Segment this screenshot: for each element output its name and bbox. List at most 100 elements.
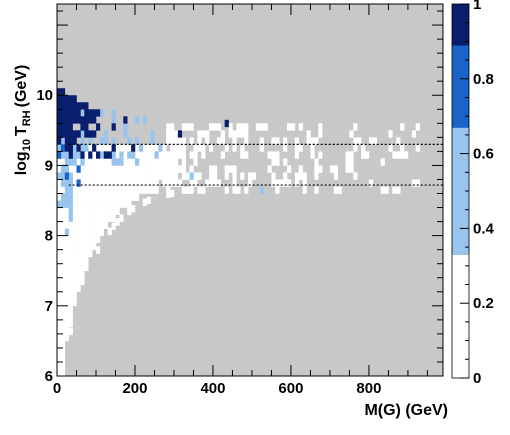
- heatmap-cell: [193, 179, 198, 187]
- heatmap-cell: [185, 186, 190, 194]
- heatmap-cell: [60, 305, 66, 314]
- heatmap-cell: [57, 368, 62, 377]
- heatmap-cell: [72, 284, 77, 293]
- heatmap-cell: [64, 326, 69, 335]
- heatmap-cell: [64, 207, 69, 215]
- heatmap-cell: [119, 186, 124, 194]
- heatmap-cell: [76, 270, 81, 279]
- heatmap-cell: [95, 151, 101, 159]
- heatmap-cell: [95, 235, 101, 243]
- heatmap-cell: [123, 186, 128, 194]
- heatmap-cell: [170, 123, 175, 131]
- heatmap-cell: [138, 165, 144, 173]
- heatmap-cell: [119, 179, 124, 187]
- heatmap-cell: [228, 130, 233, 138]
- heatmap-cell: [173, 172, 179, 180]
- heatmap-cell: [318, 165, 323, 173]
- heatmap-cell: [131, 172, 136, 180]
- heatmap-cell: [240, 144, 245, 152]
- heatmap-cell: [123, 165, 128, 173]
- heatmap-cell: [166, 165, 171, 173]
- heatmap-cell: [244, 137, 249, 145]
- heatmap-cell: [271, 158, 276, 166]
- axes: 0 200 400 600 800 6 7 8 9 10: [36, 3, 444, 397]
- heatmap-cell: [248, 172, 253, 180]
- heatmap-cell: [57, 207, 62, 215]
- heatmap-cell: [72, 221, 77, 229]
- heatmap-cell: [181, 151, 186, 159]
- heatmap-cell: [64, 214, 69, 222]
- heatmap-cell: [236, 130, 241, 138]
- heatmap-cell: [294, 144, 300, 152]
- heatmap-cell: [170, 130, 175, 138]
- heatmap-cell: [134, 165, 140, 173]
- heatmap-cell: [92, 151, 97, 159]
- heatmap-cell: [60, 200, 66, 208]
- heatmap-cell: [88, 116, 93, 124]
- colorbar-tick-label: 0.6: [473, 146, 494, 163]
- heatmap-cell: [68, 284, 73, 293]
- heatmap-cell: [209, 165, 214, 173]
- heatmap-cell: [279, 179, 284, 187]
- heatmap-cell: [57, 179, 62, 187]
- heatmap-cell: [173, 144, 179, 152]
- heatmap-cell: [57, 137, 62, 145]
- heatmap-cell: [259, 144, 264, 152]
- heatmap-cell: [80, 214, 85, 222]
- heatmap-cell: [150, 158, 155, 166]
- heatmap-cell: [72, 95, 77, 103]
- heatmap-cell: [127, 200, 132, 208]
- heatmap-cell: [72, 137, 77, 145]
- heatmap-cell: [107, 144, 112, 152]
- heatmap-cell: [368, 179, 374, 187]
- heatmap-cell: [92, 172, 97, 180]
- heatmap-cell: [72, 214, 77, 222]
- heatmap-cell: [189, 123, 194, 131]
- heatmap-cell: [57, 172, 62, 180]
- heatmap-cell: [68, 179, 73, 187]
- heatmap-cell: [115, 218, 120, 226]
- heatmap-cell: [99, 137, 105, 145]
- heatmap-cell: [170, 189, 175, 198]
- heatmap-cell: [60, 361, 66, 370]
- heatmap-cell: [64, 256, 69, 264]
- heatmap-cell: [60, 333, 66, 342]
- heatmap-cell: [60, 263, 66, 272]
- heatmap-cell: [173, 179, 179, 187]
- heatmap-cell: [95, 207, 101, 215]
- heatmap-cell: [80, 123, 85, 131]
- heatmap-cell: [333, 172, 339, 180]
- heatmap-cell: [170, 158, 175, 166]
- heatmap-cell: [287, 179, 292, 187]
- heatmap-cell: [283, 137, 288, 145]
- heatmap-cell: [267, 165, 272, 173]
- heatmap-cell: [76, 102, 81, 110]
- heatmap-cell: [68, 242, 73, 250]
- heatmap-cell: [271, 179, 276, 187]
- heatmap-cell: [60, 347, 66, 356]
- heatmap-cell: [57, 200, 62, 208]
- heatmap-cell: [60, 193, 66, 201]
- y-tick-label: 10: [36, 87, 53, 104]
- heatmap-cell: [123, 116, 128, 124]
- heatmap-cell: [209, 179, 214, 187]
- heatmap-cell: [64, 130, 69, 138]
- heatmap-cell: [259, 186, 264, 194]
- heatmap-cell: [68, 144, 73, 152]
- heatmap-cell: [80, 270, 85, 279]
- heatmap-cell: [142, 165, 147, 173]
- heatmap-cell: [80, 249, 85, 257]
- heatmap-cell: [380, 186, 385, 194]
- heatmap-cell: [142, 151, 147, 159]
- heatmap-cell: [111, 151, 116, 159]
- heatmap-cell: [60, 95, 66, 103]
- heatmap-cell: [80, 102, 85, 110]
- heatmap-cell: [251, 172, 257, 180]
- heatmap-cell: [329, 165, 335, 173]
- heatmap-cell: [76, 242, 81, 250]
- heatmap-cell: [64, 298, 69, 307]
- heatmap-cell: [107, 207, 112, 215]
- heatmap-cell: [193, 144, 198, 152]
- heatmap-cell: [193, 158, 198, 166]
- heatmap-cell: [99, 214, 105, 222]
